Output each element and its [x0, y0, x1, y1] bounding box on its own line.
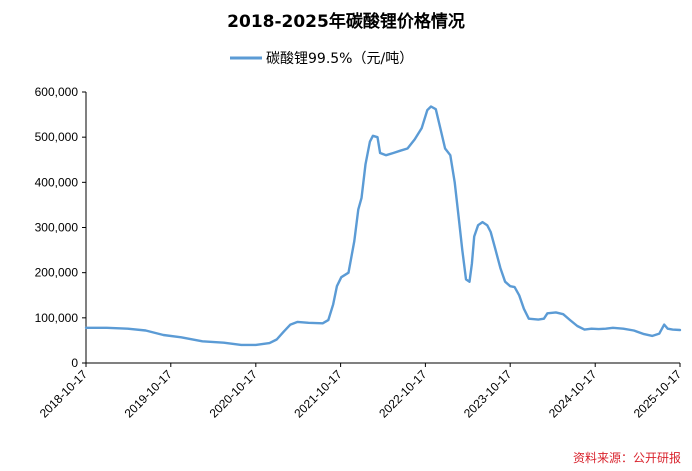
y-tick-label: 100,000	[35, 311, 79, 325]
x-tick-label: 2024-10-17	[546, 367, 600, 421]
y-axis: 0 100,000 200,000 300,000 400,000 500,000 600,…	[35, 85, 87, 370]
x-tick-label: 2022-10-17	[376, 367, 430, 421]
chart-legend: 碳酸锂99.5%（元/吨）	[230, 51, 413, 67]
y-tick-label: 400,000	[35, 175, 79, 189]
series-line	[84, 105, 682, 347]
x-tick-label: 2020-10-17	[207, 367, 261, 421]
source-note: 资料来源：公开研报	[573, 450, 681, 465]
y-tick-label: 0	[71, 356, 78, 370]
x-tick-label: 2019-10-17	[122, 367, 176, 421]
y-tick-label: 300,000	[35, 221, 79, 235]
x-tick-label: 2018-10-17	[37, 367, 91, 421]
x-tick-label: 2021-10-17	[291, 367, 345, 421]
x-axis: 2018-10-17 2019-10-17 2020-10-17 2021-10-17…	[37, 362, 685, 421]
chart-title: 2018-2025年碳酸锂价格情况	[227, 11, 465, 32]
legend-label: 碳酸锂99.5%（元/吨）	[266, 51, 413, 67]
x-tick-label: 2023-10-17	[461, 367, 515, 421]
y-tick-label: 500,000	[35, 130, 79, 144]
x-tick-label: 2025-10-17	[631, 367, 685, 421]
y-tick-label: 600,000	[35, 85, 79, 99]
plot-area	[84, 105, 682, 347]
y-tick-label: 200,000	[35, 266, 79, 280]
